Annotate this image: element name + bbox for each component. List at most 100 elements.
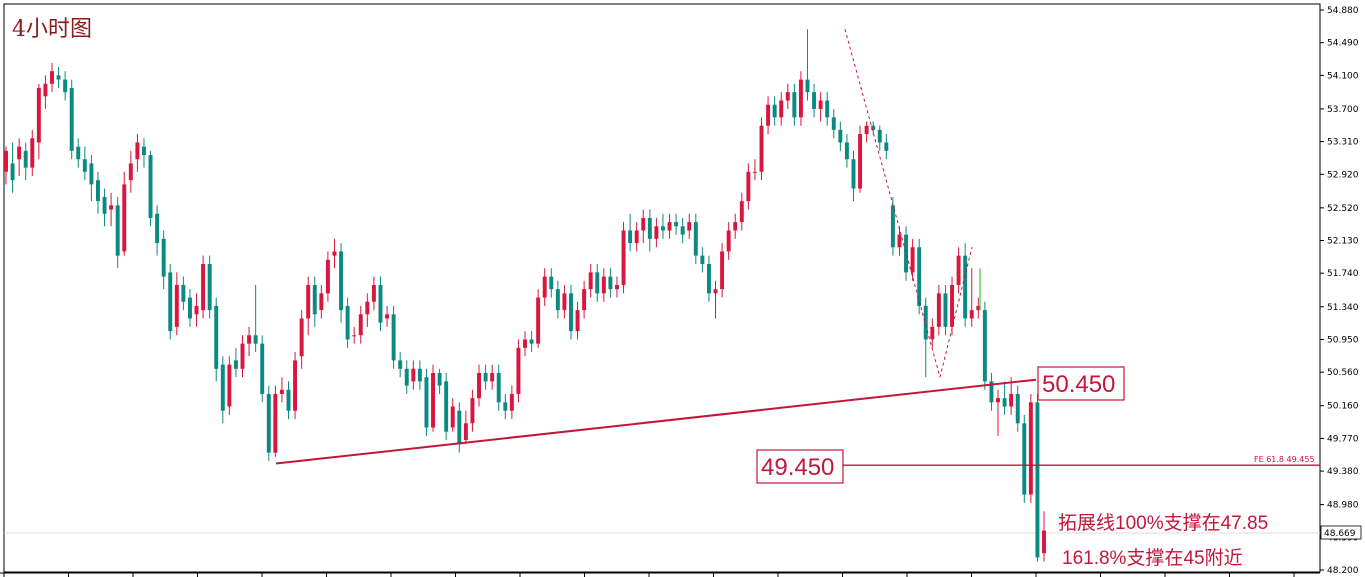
candle-body-down [89, 163, 94, 185]
candle-body-up [306, 284, 311, 319]
y-tick-label: 51.740 [1327, 269, 1359, 279]
candle-body-down [628, 230, 633, 244]
y-tick-label: 53.700 [1327, 105, 1359, 115]
candle-body-up [739, 201, 744, 223]
candle-body-up [201, 264, 206, 311]
candle-body-down [890, 205, 895, 248]
candle-body-down [989, 381, 994, 403]
y-tick-label: 52.130 [1327, 237, 1359, 247]
candle-body-down [10, 163, 15, 181]
candle-body-down [844, 142, 849, 160]
candle-body-down [871, 125, 876, 130]
candle-body-up [936, 293, 941, 327]
candle-body-up [365, 301, 370, 315]
candle-body-down [378, 284, 383, 323]
y-tick-label: 49.380 [1327, 467, 1359, 477]
candle-body-up [128, 163, 133, 181]
candle-body-up [240, 343, 245, 369]
candle-body-up [588, 272, 593, 290]
candle-body-down [963, 255, 968, 319]
candle-body-down [706, 264, 711, 294]
candle-body-down [424, 377, 429, 428]
level-label-49450: 49.450 [756, 449, 844, 484]
candle-body-down [457, 410, 462, 445]
y-tick-label: 52.920 [1327, 170, 1359, 180]
candle-body-down [884, 142, 889, 151]
y-tick-label: 48.980 [1327, 501, 1359, 511]
candle-body-down [917, 247, 922, 306]
candle-body-down [1022, 423, 1027, 495]
candle-body-down [982, 310, 987, 382]
candle-body-up [785, 92, 790, 101]
candle-body-up [956, 255, 961, 285]
candle-body-up [976, 305, 981, 311]
candle-body-up [687, 222, 692, 231]
candle-body-up [615, 284, 619, 290]
candle-body-up [950, 284, 954, 327]
candle-body-up [358, 314, 363, 336]
annotation-extension-161: 161.8%支撑在45附近 [1062, 547, 1243, 569]
candles-layer [4, 29, 1046, 562]
y-tick-label: 53.310 [1327, 138, 1359, 148]
candle-body-down [943, 293, 948, 327]
candle-body-up [969, 310, 974, 319]
level-text-49450: 49.450 [761, 454, 834, 481]
candle-body-up [1042, 530, 1046, 554]
candle-body-up [930, 326, 935, 340]
candle-body-up [293, 360, 298, 411]
candle-body-up [575, 310, 580, 332]
candle-body-up [122, 184, 127, 252]
candle-body-up [996, 398, 1000, 403]
y-tick-label: 54.880 [1327, 6, 1359, 16]
candle-body-down [69, 87, 74, 151]
candle-body-up [411, 368, 416, 382]
y-tick-label: 50.560 [1327, 368, 1359, 378]
candle-body-up [332, 251, 337, 256]
candle-body-up [431, 372, 435, 428]
candle-body-down [82, 159, 87, 172]
candle-body-down [555, 289, 560, 311]
candle-body-up [470, 398, 475, 424]
price-tag-box [1320, 525, 1362, 540]
candle-body-up [746, 171, 751, 202]
candle-body-down [63, 79, 68, 93]
candle-body-up [352, 335, 357, 337]
candle-body-up [726, 230, 731, 252]
candle-body-down [417, 368, 422, 382]
candle-body-up [1028, 402, 1033, 495]
candle-body-up [325, 259, 330, 294]
candle-body-down [233, 360, 238, 369]
candle-body-down [207, 264, 212, 311]
candle-body-up [371, 284, 376, 302]
candle-body-down [483, 372, 488, 382]
candle-body-up [713, 289, 718, 294]
level-box-50450 [1037, 366, 1125, 401]
fib-leg-1 [844, 29, 941, 378]
candle-body-down [877, 129, 882, 143]
candle-body-down [286, 389, 291, 411]
candle-body-up [135, 142, 140, 160]
candle-body-up [273, 393, 278, 453]
candle-body-down [444, 381, 449, 432]
candle-body-up [36, 87, 41, 143]
candle-body-up [247, 335, 252, 344]
candle-body-up [562, 293, 567, 311]
candle-body-up [654, 226, 659, 239]
level-text-50450: 50.450 [1042, 371, 1115, 398]
y-tick-label: 49.770 [1327, 434, 1359, 444]
candle-body-down [339, 251, 344, 311]
candle-body-down [56, 75, 61, 80]
y-axis: 54.880 54.490 54.100 53.700 53.310 52.920 52.5… [1320, 6, 1359, 576]
candle-body-down [115, 205, 120, 256]
candle-body-up [621, 230, 626, 285]
candle-body-down [437, 372, 442, 386]
candle-body-down [1002, 398, 1007, 407]
candle-body-down [260, 343, 265, 394]
candle-body-up [4, 150, 8, 172]
candle-body-down [404, 368, 409, 386]
candle-body-up [1009, 393, 1014, 407]
y-tick-label: 54.100 [1327, 71, 1359, 81]
candle-body-up [752, 171, 757, 173]
candle-body-down [608, 276, 613, 290]
